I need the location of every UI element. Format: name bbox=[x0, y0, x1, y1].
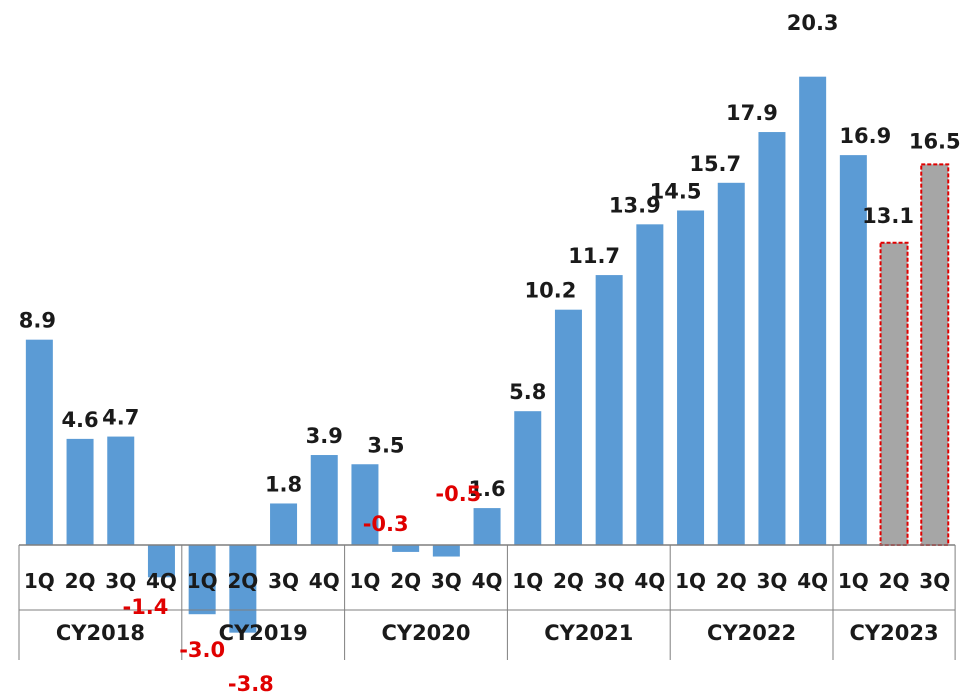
quarter-label-8: 1Q bbox=[349, 569, 380, 593]
bar-5 bbox=[229, 545, 257, 633]
year-label-CY2020: CY2020 bbox=[381, 621, 470, 645]
forecast-bar-21 bbox=[879, 241, 909, 547]
bar-8 bbox=[351, 464, 379, 545]
value-label-22: 16.5 bbox=[909, 129, 961, 153]
value-label-5: -3.8 bbox=[228, 672, 274, 696]
value-label-1: 4.6 bbox=[61, 408, 98, 432]
value-label-18: 17.9 bbox=[726, 101, 778, 125]
bar-4 bbox=[188, 545, 216, 615]
value-label-4: -3.0 bbox=[179, 638, 225, 662]
value-label-3: -1.4 bbox=[122, 595, 168, 619]
bars-layer bbox=[25, 76, 950, 633]
quarter-label-19: 4Q bbox=[797, 569, 828, 593]
value-label-0: 8.9 bbox=[19, 309, 56, 333]
value-label-10: -0.5 bbox=[435, 482, 481, 506]
quarter-label-21: 2Q bbox=[879, 569, 910, 593]
bar-7 bbox=[310, 455, 338, 545]
bar-0 bbox=[25, 339, 53, 545]
value-label-2: 4.7 bbox=[102, 406, 139, 430]
value-label-9: -0.3 bbox=[363, 512, 409, 536]
bar-2 bbox=[107, 436, 135, 545]
bar-13 bbox=[554, 309, 582, 545]
year-label-CY2022: CY2022 bbox=[707, 621, 796, 645]
bar-20 bbox=[839, 155, 867, 545]
value-label-14: 11.7 bbox=[568, 244, 620, 268]
value-label-6: 1.8 bbox=[265, 472, 302, 496]
quarter-label-6: 3Q bbox=[268, 569, 299, 593]
year-label-CY2018: CY2018 bbox=[56, 621, 145, 645]
bar-1 bbox=[66, 438, 94, 545]
bar-18 bbox=[758, 132, 786, 545]
quarter-label-9: 2Q bbox=[390, 569, 421, 593]
bar-17 bbox=[717, 182, 745, 545]
quarter-label-11: 4Q bbox=[472, 569, 503, 593]
labels-layer: 8.9 4.6 4.7 1.83.9 3.5 1.6 5.8 10.2 11.7 13.914.5… bbox=[19, 11, 961, 696]
quarter-label-3: 4Q bbox=[146, 569, 177, 593]
bar-15 bbox=[636, 224, 664, 545]
quarter-label-12: 1Q bbox=[512, 569, 543, 593]
bar-19 bbox=[799, 76, 827, 545]
year-label-CY2019: CY2019 bbox=[219, 621, 308, 645]
quarter-label-14: 3Q bbox=[594, 569, 625, 593]
value-label-7: 3.9 bbox=[306, 424, 343, 448]
bar-14 bbox=[595, 275, 623, 545]
forecast-bar-22 bbox=[920, 163, 950, 546]
quarter-label-0: 1Q bbox=[24, 569, 55, 593]
quarter-label-1: 2Q bbox=[65, 569, 96, 593]
quarter-label-5: 2Q bbox=[227, 569, 258, 593]
bar-6 bbox=[270, 503, 298, 545]
quarter-label-2: 3Q bbox=[105, 569, 136, 593]
quarter-label-16: 1Q bbox=[675, 569, 706, 593]
bar-11 bbox=[473, 508, 501, 545]
value-label-8: 3.5 bbox=[367, 433, 404, 457]
quarter-label-7: 4Q bbox=[309, 569, 340, 593]
quarter-label-17: 2Q bbox=[716, 569, 747, 593]
value-label-17: 15.7 bbox=[689, 152, 741, 176]
bar-3 bbox=[147, 545, 175, 578]
quarter-label-22: 3Q bbox=[919, 569, 950, 593]
bar-16 bbox=[677, 210, 705, 546]
value-label-15: 13.9 bbox=[609, 193, 661, 217]
value-label-20: 16.9 bbox=[839, 124, 891, 148]
value-label-11: 1.6 bbox=[468, 477, 505, 501]
value-label-13: 10.2 bbox=[525, 279, 577, 303]
bar-10 bbox=[432, 545, 460, 557]
quarter-label-15: 4Q bbox=[634, 569, 665, 593]
value-label-19: 20.3 bbox=[787, 11, 839, 35]
value-label-21: 13.1 bbox=[862, 204, 914, 228]
quarter-label-10: 3Q bbox=[431, 569, 462, 593]
quarter-label-20: 1Q bbox=[838, 569, 869, 593]
bar-9 bbox=[392, 545, 420, 552]
quarter-label-13: 2Q bbox=[553, 569, 584, 593]
axes-layer bbox=[18, 544, 956, 660]
value-label-12: 5.8 bbox=[509, 380, 546, 404]
quarter-label-18: 3Q bbox=[756, 569, 787, 593]
value-label-16: 14.5 bbox=[650, 179, 702, 203]
year-label-CY2021: CY2021 bbox=[544, 621, 633, 645]
bar-12 bbox=[514, 411, 542, 545]
quarter-label-4: 1Q bbox=[187, 569, 218, 593]
year-label-CY2023: CY2023 bbox=[850, 621, 939, 645]
